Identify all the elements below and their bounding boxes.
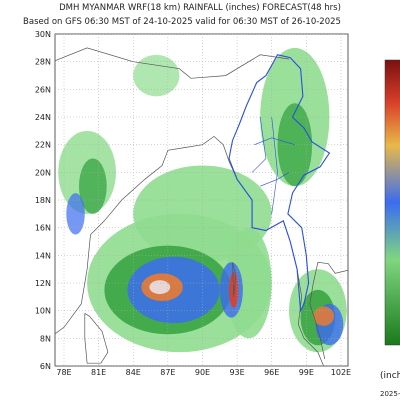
longitude-label: 84E [126, 368, 141, 377]
longitude-label: 78E [56, 368, 71, 377]
rain-area [133, 54, 180, 97]
map-title: DMH MYANMAR WRF(18 km) RAINFALL (inches)… [59, 3, 341, 13]
state-boundary [251, 117, 267, 173]
latitude-label: 26N [35, 85, 51, 94]
longitude-label: 81E [91, 368, 106, 377]
state-boundary [254, 137, 295, 145]
rain-area [277, 103, 313, 187]
latitude-label: 8N [40, 334, 51, 343]
longitude-label: 93E [229, 368, 244, 377]
colorbar-unit: (inches) [380, 371, 400, 381]
rain-area [66, 193, 85, 235]
latitude-label: 10N [35, 307, 51, 316]
footer: 2025- [380, 390, 400, 398]
latitude-label: 6N [40, 362, 51, 371]
latitude-label: 20N [35, 168, 51, 177]
latitude-label: 24N [35, 113, 51, 122]
state-boundary [260, 172, 290, 187]
map-subtitle: Based on GFS 06:30 MST of 24-10-2025 val… [23, 17, 341, 27]
coastline [55, 135, 324, 366]
coastline [309, 261, 348, 360]
longitude-label: 99E [299, 368, 314, 377]
rain-area [149, 280, 171, 295]
longitude-label: 90E [195, 368, 210, 377]
plot-area [55, 34, 348, 366]
latitude-label: 16N [35, 224, 51, 233]
latitude-label: 14N [35, 251, 51, 260]
longitude-label: 96E [264, 368, 279, 377]
colorbar [384, 59, 400, 346]
longitude-label: 102E [331, 368, 351, 377]
longitude-label: 87E [160, 368, 175, 377]
rain-area [313, 306, 335, 326]
latitude-label: 30N [35, 30, 51, 39]
coastline [232, 262, 237, 297]
state-boundary [271, 117, 278, 214]
latitude-label: 18N [35, 196, 51, 205]
myanmar-boundary [228, 54, 331, 313]
coastline [55, 47, 290, 79]
coastline [84, 313, 109, 364]
latitude-label: 12N [35, 279, 51, 288]
latitude-label: 22N [35, 141, 51, 150]
latitude-label: 28N [35, 58, 51, 67]
